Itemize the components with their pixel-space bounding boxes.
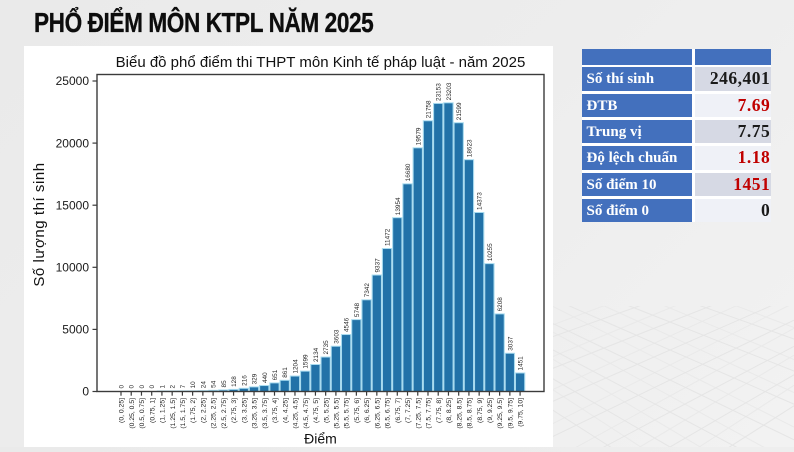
svg-text:(7.5, 7.75]: (7.5, 7.75] [425,398,432,429]
svg-text:(2.25, 2.5]: (2.25, 2.5] [210,398,217,429]
svg-text:3037: 3037 [507,336,514,351]
svg-text:20000: 20000 [55,136,89,150]
svg-text:(5.75, 6]: (5.75, 6] [353,398,360,423]
svg-text:14373: 14373 [476,192,483,210]
svg-text:(9.25, 9.5]: (9.25, 9.5] [497,398,504,429]
svg-text:(6.5, 6.75]: (6.5, 6.75] [384,398,391,429]
svg-text:(8.25, 8.5]: (8.25, 8.5] [456,398,463,429]
svg-text:7342: 7342 [364,283,371,298]
svg-text:(4.75, 5]: (4.75, 5] [313,398,320,423]
svg-text:1: 1 [159,384,166,388]
svg-text:10000: 10000 [55,261,89,275]
svg-text:(0, 0.25]: (0, 0.25] [118,398,125,423]
svg-text:0: 0 [149,385,156,389]
svg-text:6208: 6208 [497,297,504,312]
svg-text:(5.25, 5.5]: (5.25, 5.5] [333,398,340,429]
svg-text:1204: 1204 [292,359,299,374]
svg-text:651: 651 [272,369,279,380]
svg-text:10255: 10255 [486,243,493,261]
svg-text:440: 440 [261,372,268,383]
svg-text:10: 10 [190,381,197,389]
svg-text:16680: 16680 [405,163,412,181]
svg-text:(0.25, 0.5]: (0.25, 0.5] [128,398,135,429]
svg-text:(9.5, 9.75]: (9.5, 9.75] [507,398,514,429]
svg-text:(2.75, 3]: (2.75, 3] [231,398,238,423]
svg-text:54: 54 [210,380,217,388]
svg-text:(8, 8.25]: (8, 8.25] [446,398,453,423]
svg-text:9337: 9337 [374,258,381,273]
svg-text:13954: 13954 [394,197,401,215]
svg-text:(3, 3.25]: (3, 3.25] [241,398,248,423]
svg-text:Điểm: Điểm [304,431,337,447]
svg-text:(4.5, 4.75]: (4.5, 4.75] [302,398,309,429]
svg-text:(7.25, 7.5]: (7.25, 7.5] [415,398,422,429]
svg-text:3603: 3603 [333,329,340,344]
svg-text:7: 7 [179,384,186,388]
svg-text:Số lượng thí sinh: Số lượng thí sinh [31,162,48,286]
svg-text:85: 85 [220,380,227,388]
svg-text:(3.5, 3.75]: (3.5, 3.75] [261,398,268,429]
svg-text:(4.25, 4.5]: (4.25, 4.5] [292,398,299,429]
svg-text:23153: 23153 [435,83,442,101]
svg-text:23203: 23203 [445,82,452,100]
svg-text:329: 329 [251,373,258,384]
svg-text:(6.25, 6.5]: (6.25, 6.5] [374,398,381,429]
svg-text:(9.75, 10]: (9.75, 10] [517,398,524,427]
svg-text:(8.5, 8.75]: (8.5, 8.75] [466,398,473,429]
svg-text:(7, 7.25]: (7, 7.25] [405,398,412,423]
svg-text:(0.75, 1]: (0.75, 1] [149,398,156,423]
svg-text:(1.75, 2]: (1.75, 2] [190,398,197,423]
svg-text:(8.75, 9]: (8.75, 9] [476,398,483,423]
svg-text:2134: 2134 [312,347,319,362]
svg-text:(3.75, 4]: (3.75, 4] [272,398,279,423]
svg-text:25000: 25000 [55,74,89,88]
svg-text:1451: 1451 [517,356,524,371]
svg-text:Biểu đồ phổ điểm thi THPT môn: Biểu đồ phổ điểm thi THPT môn Kinh tế ph… [115,54,525,71]
svg-text:2735: 2735 [323,340,330,355]
svg-text:4546: 4546 [343,317,350,332]
svg-text:(5.5, 5.75]: (5.5, 5.75] [343,398,350,429]
svg-text:18623: 18623 [466,139,473,157]
svg-text:1599: 1599 [302,354,309,369]
svg-text:(3.25, 3.5]: (3.25, 3.5] [251,398,258,429]
svg-text:(9, 9.25]: (9, 9.25] [486,398,493,423]
svg-text:(1, 1.25]: (1, 1.25] [159,398,166,423]
svg-text:11472: 11472 [384,228,391,246]
svg-text:0: 0 [118,385,125,389]
svg-text:0: 0 [138,385,145,389]
svg-text:21599: 21599 [456,102,463,120]
svg-text:(1.5, 1.75]: (1.5, 1.75] [180,398,187,429]
svg-text:24: 24 [200,381,207,389]
svg-text:0: 0 [128,385,135,389]
svg-text:(2.5, 2.75]: (2.5, 2.75] [220,398,227,429]
svg-text:(6.75, 7]: (6.75, 7] [394,398,401,423]
svg-text:216: 216 [241,375,248,386]
svg-text:2: 2 [169,384,176,388]
svg-text:(2, 2.25]: (2, 2.25] [200,398,207,423]
svg-text:5748: 5748 [353,302,360,317]
svg-text:(5, 5.25]: (5, 5.25] [323,398,330,423]
svg-text:(6, 6.25]: (6, 6.25] [364,398,371,423]
svg-text:(7.75, 8]: (7.75, 8] [435,398,442,423]
svg-text:15000: 15000 [55,198,89,212]
svg-text:(4, 4.25]: (4, 4.25] [282,398,289,423]
svg-text:21758: 21758 [425,100,432,118]
svg-text:861: 861 [282,367,289,378]
svg-text:0: 0 [82,385,89,399]
svg-text:128: 128 [231,376,238,387]
svg-text:19579: 19579 [415,127,422,145]
svg-text:(0.5, 0.75]: (0.5, 0.75] [139,398,146,429]
svg-text:(1.25, 1.5]: (1.25, 1.5] [169,398,176,429]
svg-text:5000: 5000 [62,323,89,337]
